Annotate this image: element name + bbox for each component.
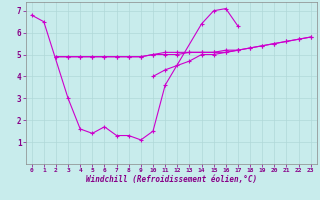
X-axis label: Windchill (Refroidissement éolien,°C): Windchill (Refroidissement éolien,°C)	[86, 175, 257, 184]
